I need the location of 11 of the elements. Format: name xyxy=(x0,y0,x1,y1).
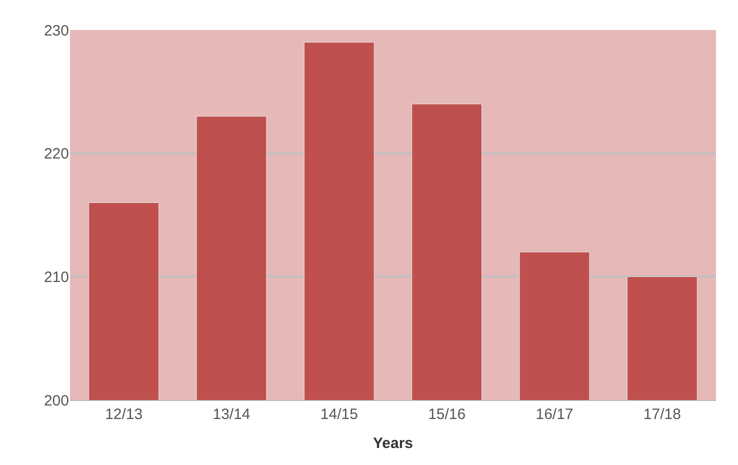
x-tick-label: 16/17 xyxy=(536,406,574,423)
x-tick-label: 14/15 xyxy=(320,406,358,423)
x-tick-label: 17/18 xyxy=(643,406,681,423)
y-tick-label: 200 xyxy=(44,392,69,410)
x-tick-label: 15/16 xyxy=(428,406,466,423)
x-axis-title: Years xyxy=(372,435,414,452)
x-tick-label: 12/13 xyxy=(105,406,143,423)
x-tick-label: 13/14 xyxy=(212,406,250,423)
y-tick-label: 230 xyxy=(44,22,69,40)
y-tick-label: 220 xyxy=(44,146,69,163)
y-tick-label: 210 xyxy=(44,268,69,286)
